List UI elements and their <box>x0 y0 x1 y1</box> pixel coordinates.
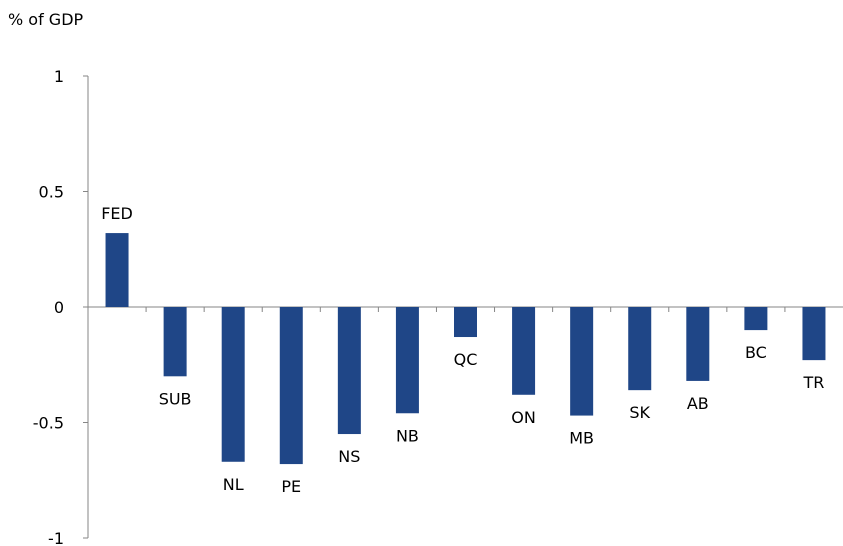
bar-ab <box>686 307 710 381</box>
category-label-bc: BC <box>745 343 767 362</box>
y-tick-label: 1 <box>54 67 64 86</box>
category-label-fed: FED <box>101 204 133 223</box>
category-label-nb: NB <box>396 426 419 445</box>
category-label-qc: QC <box>454 350 478 369</box>
category-label-on: ON <box>511 408 536 427</box>
bar-ns <box>337 307 361 435</box>
y-tick-label: 0 <box>54 298 64 317</box>
bar-tr <box>802 307 826 361</box>
bar-bc <box>744 307 768 331</box>
bar-nl <box>221 307 245 462</box>
bar-qc <box>454 307 477 338</box>
y-tick-label: -0.5 <box>33 414 64 433</box>
category-label-ab: AB <box>687 394 709 413</box>
bar-fed <box>105 233 129 307</box>
category-label-sk: SK <box>629 403 650 422</box>
bar-sk <box>628 307 652 391</box>
y-tick-label: -1 <box>48 529 64 546</box>
category-label-pe: PE <box>281 477 301 496</box>
y-tick-label: 0.5 <box>39 183 64 202</box>
bar-pe <box>279 307 303 465</box>
bar-sub <box>163 307 187 377</box>
category-label-sub: SUB <box>159 389 192 408</box>
bar-nb <box>395 307 419 414</box>
category-label-ns: NS <box>338 447 360 466</box>
category-label-mb: MB <box>569 429 594 448</box>
bar-mb <box>570 307 594 416</box>
category-label-nl: NL <box>223 475 244 494</box>
bar-on <box>512 307 536 395</box>
y-axis-unit-label: % of GDP <box>8 10 84 29</box>
category-label-tr: TR <box>803 373 825 392</box>
